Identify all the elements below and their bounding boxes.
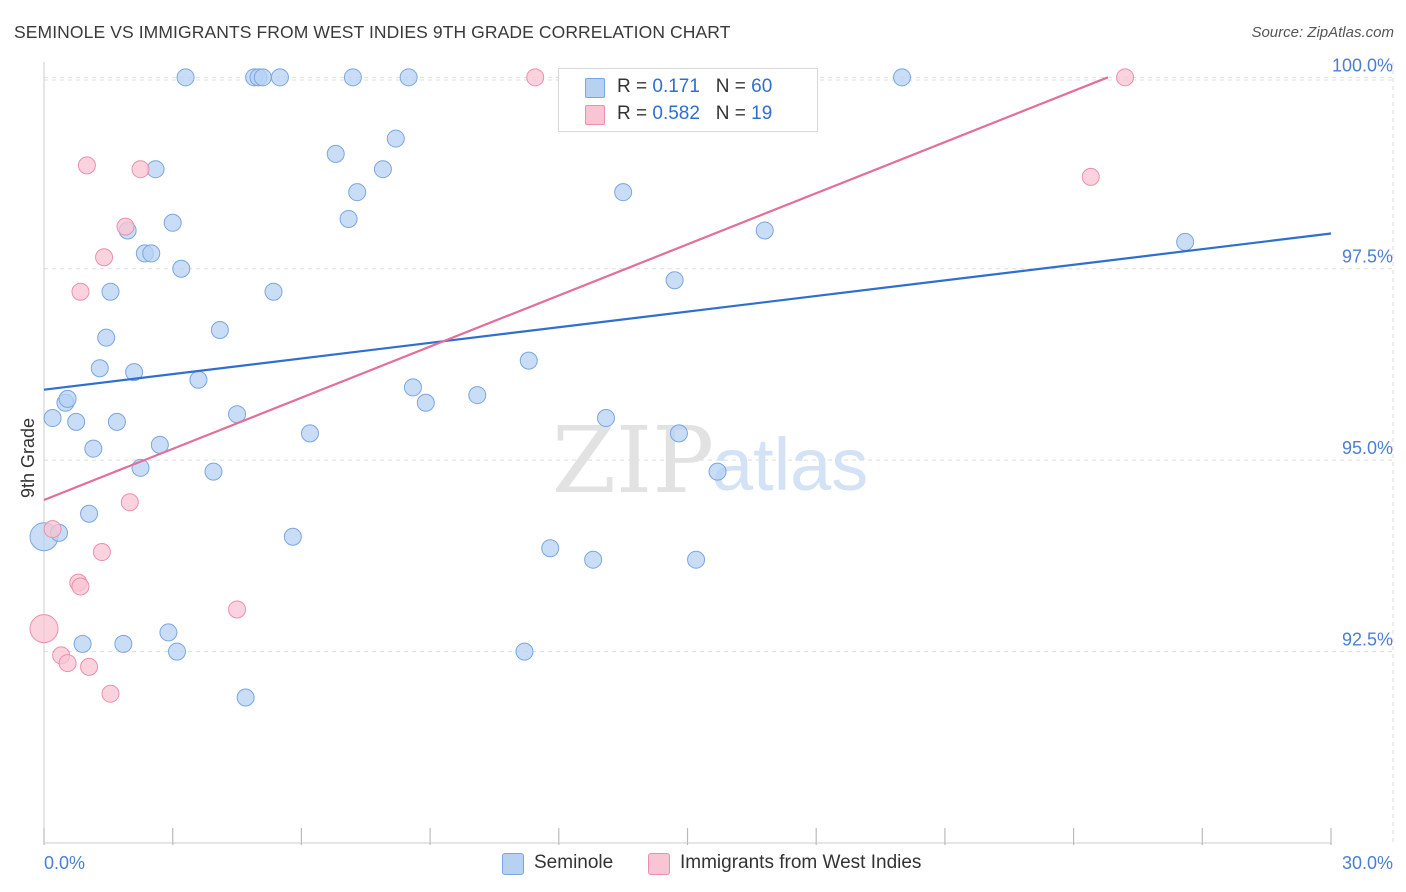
trend-layer — [43, 76, 1332, 501]
point-seminole — [326, 144, 345, 163]
point-seminole — [403, 378, 422, 397]
y-tick-label: 97.5% — [1342, 247, 1393, 267]
point-seminole — [300, 424, 319, 443]
legend-text-west-indies: R = 0.582 N = 19 — [617, 103, 773, 124]
watermark: ZIP atlas — [552, 407, 868, 514]
point-seminole — [614, 183, 633, 202]
point-west-indies — [29, 614, 59, 644]
y-tick-label: 95.0% — [1342, 438, 1393, 458]
bottom-legend-swatch-seminole — [502, 853, 524, 875]
axes-layer: 92.5% 95.0% 97.5% 100.0% — [43, 55, 1393, 845]
point-seminole — [210, 320, 229, 339]
bottom-legend-swatch-west-indies — [648, 853, 670, 875]
point-seminole — [176, 68, 195, 87]
point-seminole — [107, 412, 126, 431]
bottom-legend-label-seminole: Seminole — [534, 852, 614, 873]
x-tick-label-max: 30.0% — [1342, 853, 1393, 873]
point-seminole — [399, 68, 418, 87]
legend-swatch-seminole — [585, 78, 605, 98]
point-west-indies — [71, 282, 90, 301]
point-west-indies — [120, 493, 139, 512]
point-seminole — [73, 634, 92, 653]
point-west-indies — [131, 160, 150, 179]
point-seminole — [596, 409, 615, 428]
point-seminole — [468, 386, 487, 405]
point-west-indies — [77, 156, 96, 175]
x-tick-label-min: 0.0% — [44, 853, 85, 873]
point-seminole — [84, 439, 103, 458]
point-seminole — [97, 328, 116, 347]
stats-legend: R = 0.171 N = 60 R = 0.582 N = 19 — [558, 68, 818, 132]
chart-title: SEMINOLE VS IMMIGRANTS FROM WEST INDIES … — [14, 22, 731, 42]
point-seminole — [167, 642, 186, 661]
point-seminole — [708, 462, 727, 481]
point-seminole — [416, 393, 435, 412]
point-west-indies — [1081, 167, 1100, 186]
point-seminole — [101, 282, 120, 301]
point-west-indies — [1116, 68, 1135, 87]
point-seminole — [264, 282, 283, 301]
point-seminole — [125, 363, 144, 382]
y-tick-label: 100.0% — [1332, 55, 1393, 75]
point-seminole — [893, 68, 911, 87]
point-seminole — [283, 527, 302, 546]
point-seminole — [163, 213, 182, 232]
legend-swatch-west-indies — [585, 105, 605, 125]
point-west-indies — [95, 248, 114, 267]
point-seminole — [343, 68, 362, 87]
point-seminole — [339, 209, 358, 228]
point-seminole — [90, 359, 109, 378]
point-seminole — [253, 68, 272, 87]
point-seminole — [665, 271, 684, 290]
y-tick-label: 92.5% — [1342, 630, 1393, 650]
point-west-indies — [80, 657, 99, 676]
point-west-indies — [101, 684, 120, 703]
point-seminole — [541, 539, 560, 558]
point-seminole — [146, 160, 165, 179]
watermark-zip: ZIP — [552, 407, 714, 514]
point-seminole — [669, 424, 688, 443]
point-seminole — [386, 129, 405, 148]
trend-line-west-indies — [43, 76, 1109, 501]
point-seminole — [204, 462, 223, 481]
point-seminole — [236, 688, 255, 707]
y-axis-label: 9th Grade — [18, 418, 38, 498]
point-seminole — [172, 259, 191, 278]
point-seminole — [755, 221, 774, 240]
point-seminole — [1176, 232, 1195, 251]
point-seminole — [142, 244, 161, 263]
bottom-legend-label-west-indies: Immigrants from West Indies — [680, 852, 922, 873]
point-seminole — [43, 409, 62, 428]
point-west-indies — [92, 543, 111, 562]
point-seminole — [114, 634, 133, 653]
point-west-indies — [116, 217, 135, 236]
point-seminole — [519, 351, 538, 370]
point-seminole — [373, 160, 392, 179]
point-seminole — [584, 550, 603, 569]
point-seminole — [270, 68, 289, 87]
point-seminole — [159, 623, 178, 642]
point-seminole — [67, 412, 86, 431]
point-seminole — [58, 389, 77, 408]
point-west-indies — [43, 520, 62, 539]
points-layer — [29, 68, 1195, 707]
point-west-indies — [71, 577, 90, 596]
point-seminole — [189, 370, 208, 389]
point-west-indies — [58, 654, 77, 673]
point-seminole — [348, 183, 367, 202]
trend-line-seminole — [43, 232, 1332, 391]
point-west-indies — [228, 600, 247, 619]
point-seminole — [80, 504, 99, 523]
point-west-indies — [526, 68, 545, 87]
legend-text-seminole: R = 0.171 N = 60 — [617, 76, 773, 97]
watermark-atlas: atlas — [712, 423, 868, 506]
point-seminole — [515, 642, 534, 661]
point-seminole — [687, 550, 706, 569]
chart-source: Source: ZipAtlas.com — [1251, 24, 1394, 41]
